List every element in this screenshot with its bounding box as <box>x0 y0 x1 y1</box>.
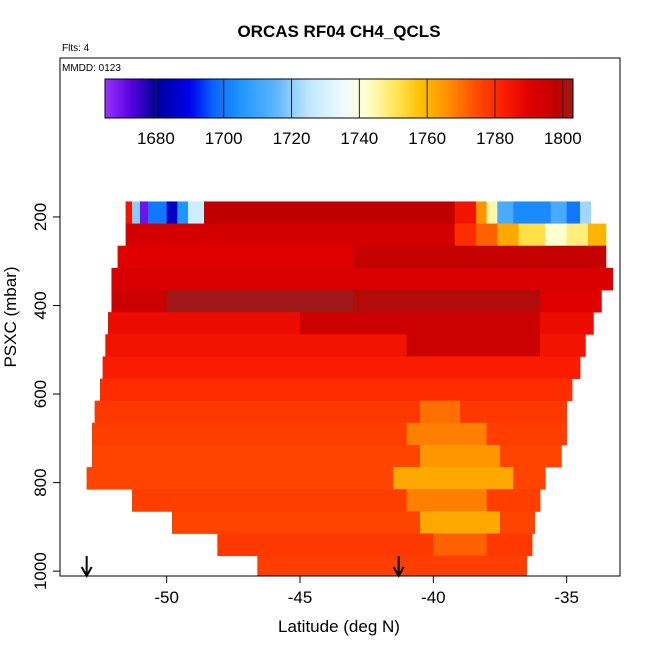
heatmap-cell <box>476 223 498 247</box>
heatmap-cell <box>132 201 141 224</box>
heatmap-cell <box>393 467 514 490</box>
heatmap-cell <box>420 400 461 424</box>
heatmap-cell <box>125 223 456 247</box>
colorbar-tick-label: 1800 <box>544 129 582 148</box>
heatmap-cell <box>500 511 536 534</box>
heatmap-cell <box>454 201 477 224</box>
heatmap-cell <box>102 356 581 379</box>
heatmap-cell <box>257 555 528 576</box>
x-tick-label: -35 <box>554 588 579 607</box>
heatmap-cell <box>433 533 488 557</box>
heatmap-cell <box>486 201 498 224</box>
y-tick-label: 600 <box>31 380 50 408</box>
heatmap-cell <box>566 201 581 224</box>
heatmap-cell <box>550 201 568 224</box>
heatmap-cell <box>486 422 568 446</box>
heatmap-cell <box>588 223 607 247</box>
heatmap-cell <box>148 201 168 224</box>
plot-frame <box>59 57 621 577</box>
heatmap-cell <box>518 223 546 247</box>
heatmap-cell <box>540 312 594 335</box>
colorbar-tick-label: 1700 <box>205 129 243 148</box>
colorbar-tick-label: 1740 <box>340 129 378 148</box>
heatmap-cell <box>500 444 562 468</box>
heatmap-cell <box>117 245 354 269</box>
heatmap-cell <box>406 489 488 512</box>
colorbar-tick-label: 1720 <box>273 129 311 148</box>
heatmap-cell <box>166 201 178 224</box>
heatmap-cell <box>406 422 488 446</box>
heatmap-cell <box>353 289 541 313</box>
y-tick-label: 400 <box>31 291 50 319</box>
heatmap-cell <box>111 289 168 313</box>
heatmap-cell <box>132 489 408 512</box>
y-tick-label: 1000 <box>31 552 50 590</box>
heatmap-cell <box>540 334 586 357</box>
x-tick-label: -45 <box>288 588 313 607</box>
heatmap-cell <box>125 201 133 224</box>
heatmap-cell <box>476 201 488 224</box>
heatmap-cell <box>140 201 149 224</box>
heatmap-cell <box>204 201 456 224</box>
heatmap-cell <box>486 489 541 512</box>
x-axis-label: Latitude (deg N) <box>278 617 400 636</box>
colorbar-tick-label: 1680 <box>137 129 175 148</box>
chart-title: ORCAS RF04 CH4_QCLS <box>237 22 440 41</box>
annotation: Flts: 4 <box>62 43 90 54</box>
heatmap-cell <box>172 511 421 534</box>
heatmap-cell <box>497 223 520 247</box>
heatmap-cell <box>353 245 607 269</box>
heatmap-cell <box>111 267 614 291</box>
y-tick-label: 200 <box>31 203 50 231</box>
arrow <box>392 556 405 579</box>
heatmap-cell <box>420 444 501 468</box>
heatmap-cell <box>100 378 573 402</box>
heatmap-cell <box>166 289 354 313</box>
heatmap-cell <box>454 223 477 247</box>
heatmap-cell <box>217 533 434 557</box>
heatmap-cell <box>105 334 408 357</box>
y-tick-label: 800 <box>31 468 50 496</box>
heatmap-cell <box>177 201 189 224</box>
heatmap-cell <box>566 223 589 247</box>
heatmap-cell <box>406 334 541 357</box>
heatmap-cell <box>486 533 533 557</box>
arrow <box>80 556 93 579</box>
colorbar-tick-label: 1760 <box>408 129 446 148</box>
heatmap-cell <box>94 400 421 424</box>
colorbar-tick-label: 1780 <box>476 129 514 148</box>
heatmap-cell <box>300 312 541 335</box>
heatmap-cell <box>86 467 394 490</box>
heatmap-cell <box>92 422 408 446</box>
y-axis-label: PSXC (mbar) <box>1 266 20 367</box>
x-tick-label: -40 <box>421 588 446 607</box>
heatmap-cell <box>513 467 546 490</box>
heatmap-cell <box>513 201 552 224</box>
heatmap-cell <box>188 201 205 224</box>
heatmap-cell <box>580 201 592 224</box>
heatmap-cell <box>545 223 568 247</box>
heatmap-cell <box>497 201 514 224</box>
heatmap-cell <box>108 312 301 335</box>
heatmap-cell <box>420 511 501 534</box>
heatmap-cell <box>460 400 568 424</box>
heatmap-cell <box>540 289 602 313</box>
annotation: MMDD: 0123 <box>62 63 121 74</box>
x-tick-label: -50 <box>154 588 179 607</box>
heatmap-cell <box>92 444 421 468</box>
colorbar <box>104 78 574 119</box>
